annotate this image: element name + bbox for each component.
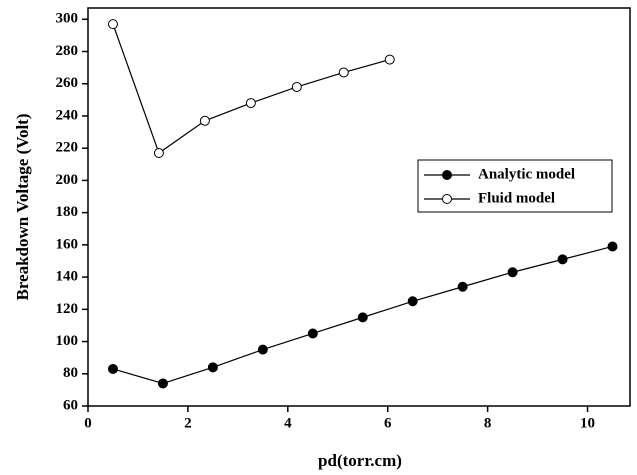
y-tick-label: 220 (56, 140, 79, 156)
legend-box (417, 159, 613, 213)
y-tick-label: 100 (56, 333, 79, 349)
y-tick-label: 160 (56, 236, 79, 252)
data-point (338, 67, 349, 78)
legend-marker (442, 170, 452, 180)
data-point (107, 363, 118, 374)
data-point (557, 254, 568, 265)
data-point (245, 98, 256, 109)
data-point (384, 54, 395, 65)
data-point (357, 312, 368, 323)
y-tick-label: 60 (63, 397, 78, 413)
y-tick-label: 300 (56, 11, 79, 27)
x-tick-label: 6 (384, 415, 392, 431)
series-line (112, 23, 390, 154)
x-tick-label: 2 (184, 415, 192, 431)
plot-frame (87, 7, 631, 407)
y-tick-label: 180 (56, 204, 79, 220)
legend-label: Fluid model (478, 190, 555, 206)
data-point (291, 81, 302, 92)
data-point (407, 296, 418, 307)
x-tick-label: 0 (84, 415, 92, 431)
x-tick-label: 8 (484, 415, 492, 431)
y-tick-label: 80 (63, 365, 78, 381)
data-point (157, 378, 168, 389)
data-point (457, 281, 468, 292)
y-tick-label: 260 (56, 75, 79, 91)
data-point (107, 19, 118, 30)
x-axis-label: pd(torr.cm) (318, 451, 402, 470)
legend-label: Analytic model (478, 166, 575, 182)
x-tick-label: 4 (284, 415, 292, 431)
y-tick-label: 280 (56, 43, 79, 59)
y-tick-label: 200 (56, 172, 79, 188)
y-tick-label: 240 (56, 107, 79, 123)
data-point (153, 148, 164, 159)
legend-marker (442, 194, 452, 204)
y-tick-label: 120 (56, 301, 79, 317)
data-point (207, 362, 218, 373)
data-point (257, 344, 268, 355)
data-point (607, 241, 618, 252)
data-point (307, 328, 318, 339)
data-point (199, 115, 210, 126)
data-point (507, 267, 518, 278)
y-tick-label: 140 (56, 269, 79, 285)
x-tick-label: 10 (580, 415, 595, 431)
y-axis-label: Breakdown Voltage (Volt) (13, 113, 32, 300)
